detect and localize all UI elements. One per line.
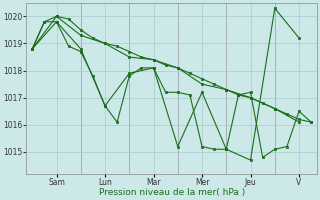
X-axis label: Pression niveau de la mer( hPa ): Pression niveau de la mer( hPa ) <box>99 188 245 197</box>
